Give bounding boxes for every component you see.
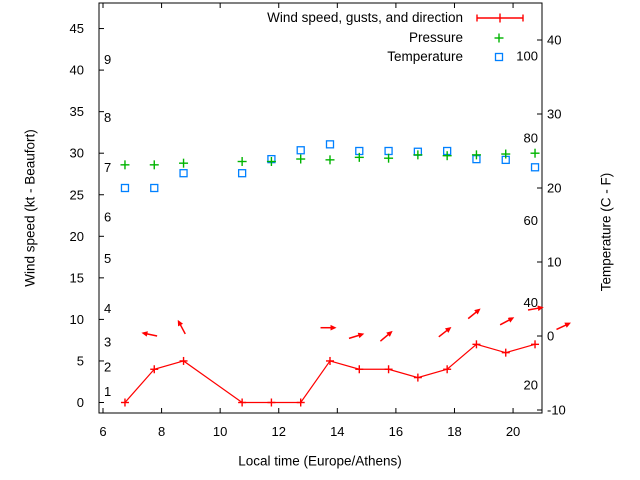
svg-text:4: 4 (104, 301, 111, 316)
svg-text:20: 20 (524, 377, 538, 392)
svg-text:30: 30 (70, 146, 84, 161)
svg-text:8: 8 (158, 424, 165, 439)
svg-text:10: 10 (213, 424, 227, 439)
svg-text:8: 8 (104, 110, 111, 125)
svg-text:20: 20 (547, 181, 561, 196)
svg-text:0: 0 (547, 329, 554, 344)
svg-text:10: 10 (547, 255, 561, 270)
svg-text:3: 3 (104, 334, 111, 349)
svg-text:40: 40 (547, 33, 561, 48)
svg-text:15: 15 (70, 270, 84, 285)
svg-text:12: 12 (272, 424, 286, 439)
svg-text:18: 18 (447, 424, 461, 439)
x-axis-title: Local time (Europe/Athens) (238, 453, 402, 469)
legend-label-temperature: Temperature (387, 49, 463, 64)
svg-text:10: 10 (70, 312, 84, 327)
svg-text:25: 25 (70, 187, 84, 202)
svg-text:5: 5 (104, 251, 111, 266)
svg-text:100: 100 (516, 48, 538, 63)
svg-text:6: 6 (99, 424, 106, 439)
svg-text:16: 16 (389, 424, 403, 439)
svg-text:0: 0 (77, 395, 84, 410)
svg-text:6: 6 (104, 210, 111, 225)
svg-text:45: 45 (70, 21, 84, 36)
svg-text:80: 80 (524, 131, 538, 146)
y-axis-title: Wind speed (kt - Beaufort) (22, 129, 38, 287)
svg-text:20: 20 (506, 424, 520, 439)
legend-label-pressure: Pressure (408, 30, 463, 45)
svg-text:40: 40 (70, 63, 84, 78)
legend-wind-sample-icon (476, 13, 524, 23)
legend-pressure-marker-icon (494, 33, 504, 43)
svg-text:60: 60 (524, 213, 538, 228)
svg-text:9: 9 (104, 52, 111, 67)
svg-text:7: 7 (104, 160, 111, 175)
svg-text:40: 40 (524, 295, 538, 310)
svg-text:20: 20 (70, 229, 84, 244)
svg-text:14: 14 (330, 424, 344, 439)
y2-axis-title: Temperature (C - F) (598, 172, 614, 292)
svg-text:5: 5 (77, 353, 84, 368)
svg-text:1: 1 (104, 384, 111, 399)
svg-text:30: 30 (547, 107, 561, 122)
svg-text:35: 35 (70, 104, 84, 119)
legend-temperature-marker-icon (494, 52, 504, 62)
legend-label-wind: Wind speed, gusts, and direction (267, 10, 463, 25)
svg-text:-10: -10 (547, 403, 566, 418)
svg-text:2: 2 (104, 359, 111, 374)
